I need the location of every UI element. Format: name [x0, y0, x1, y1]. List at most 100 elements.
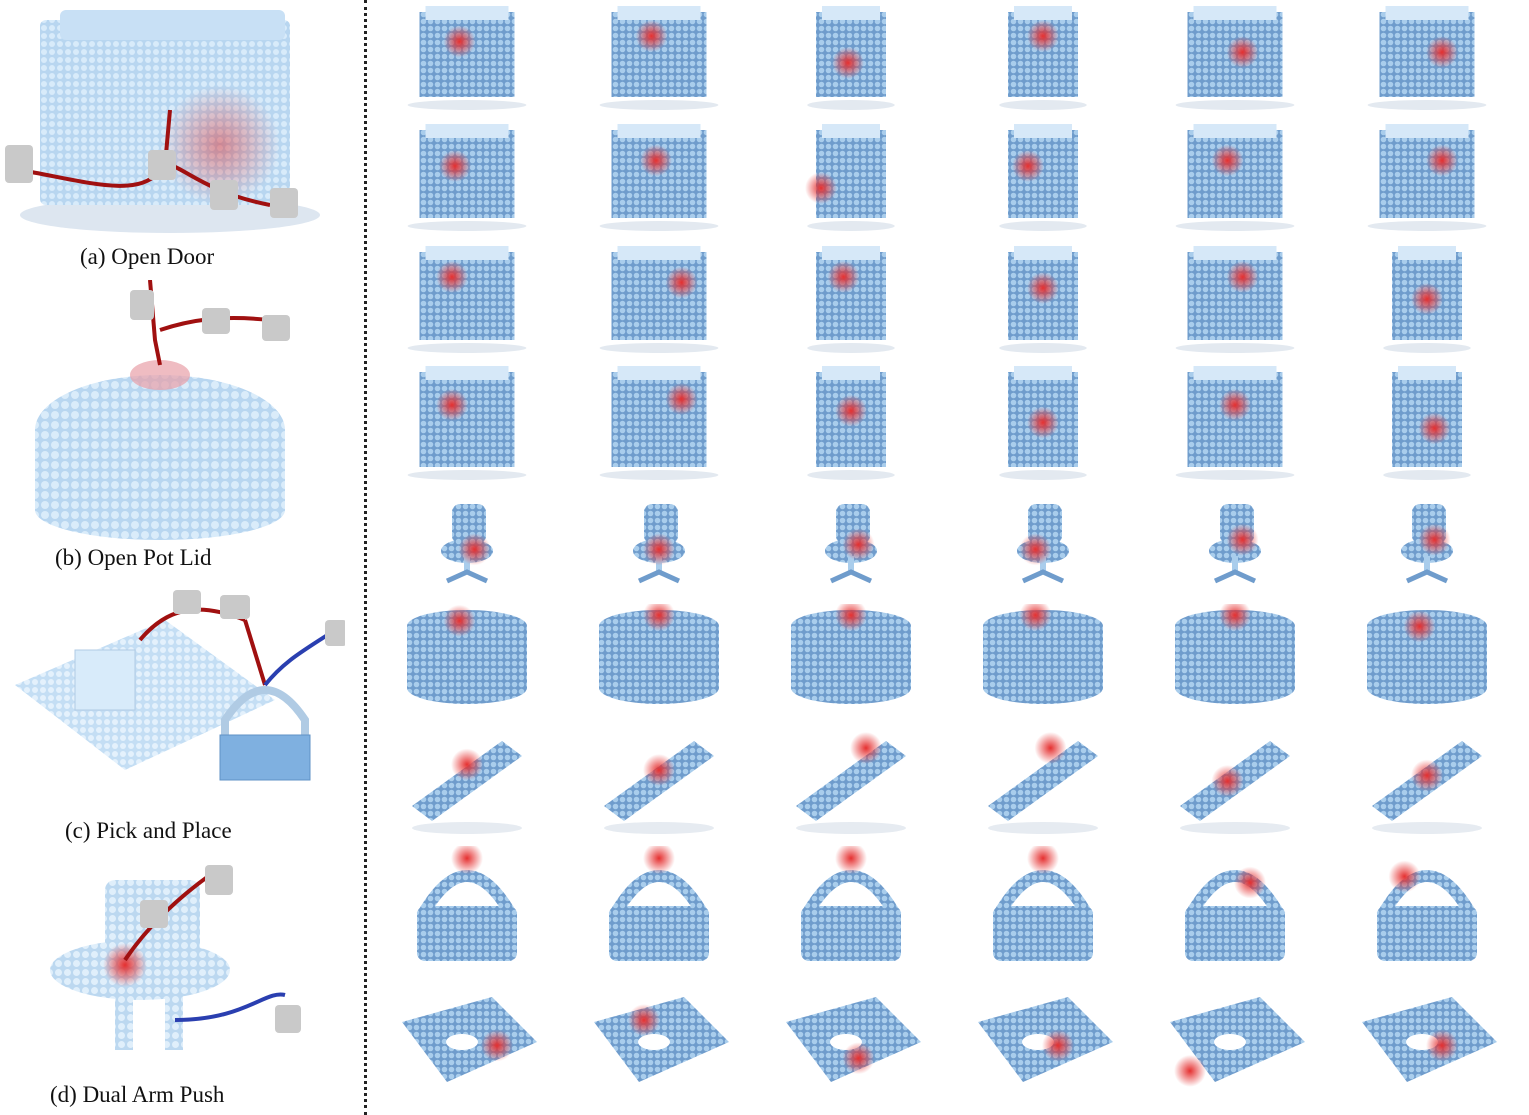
affordance-heat-spot [628, 1004, 660, 1037]
affordance-heat-spot [643, 846, 675, 875]
pointcloud-pot-r6c6 [1352, 604, 1502, 716]
affordance-heat-spot [443, 25, 476, 58]
pointcloud-chair-r5c2 [584, 496, 734, 593]
pointcloud-stapler-r7c6 [1352, 726, 1502, 836]
affordance-heat-spot [436, 261, 468, 293]
pointcloud-cabinet-drawer-r4c2 [584, 364, 734, 481]
affordance-heat-spot [842, 1042, 875, 1075]
dual-arm-push-illustration [45, 860, 335, 1075]
pointcloud-pot-r6c5 [1160, 604, 1310, 716]
pointcloud-cabinet-drawer-r4c4 [968, 364, 1118, 481]
task-caption-a: (a) Open Door [80, 244, 215, 269]
affordance-heat-spot [1426, 1029, 1458, 1062]
affordance-heat-spot [1226, 261, 1259, 293]
open-pot-lid-illustration [30, 280, 320, 540]
affordance-heat-spot [640, 144, 672, 177]
pointcloud-handle-r8c5 [1160, 846, 1310, 968]
affordance-heat-spot [1211, 144, 1244, 177]
affordance-heat-spot [850, 732, 882, 764]
affordance-heat-spot [643, 754, 675, 786]
affordance-heat-spot [1226, 523, 1259, 556]
affordance-heat-spot [1174, 1054, 1206, 1087]
affordance-heat-spot [1234, 866, 1266, 899]
affordance-heat-spot [835, 604, 867, 632]
affordance-heat-spot [643, 533, 675, 566]
pointcloud-handle-r8c2 [584, 846, 734, 968]
affordance-heat-spot [1219, 388, 1251, 421]
affordance-heat-spot [665, 266, 698, 299]
affordance-heat-spot [1418, 523, 1451, 556]
pointcloud-cabinet-door-r2c6 [1352, 122, 1502, 232]
affordance-heat-spot [1042, 1029, 1074, 1062]
pointcloud-cabinet-door-r2c1 [392, 122, 542, 232]
pointcloud-cabinet-drawer-r3c4 [968, 244, 1118, 354]
pointcloud-flat-r9c1 [392, 982, 542, 1109]
pointcloud-cabinet-drawer-r4c3 [776, 364, 926, 481]
open-pot-lid-image [35, 280, 290, 540]
pointcloud-stapler-r7c5 [1160, 726, 1310, 836]
affordance-heat-spot [1019, 533, 1052, 566]
pointcloud-cabinet-door-r2c4 [968, 122, 1118, 232]
affordance-heat-spot [436, 388, 468, 421]
pointcloud-handle-r8c3 [776, 846, 926, 968]
pointcloud-cabinet-drawer-r3c1 [392, 244, 542, 354]
affordance-heat-spot [1027, 20, 1059, 53]
affordance-heat-spot [832, 46, 864, 79]
affordance-heat-spot [439, 150, 471, 182]
dual-arm-push-image [50, 865, 301, 1050]
affordance-heat-spot [1027, 272, 1059, 304]
pointcloud-stapler-r7c3 [776, 726, 926, 836]
pointcloud-cabinet-drawer-r4c6 [1352, 364, 1502, 481]
affordance-heat-spot [1012, 150, 1044, 182]
affordance-heat-spot [451, 846, 483, 875]
affordance-heat-spot [835, 394, 867, 427]
affordance-heat-spot [458, 533, 491, 566]
task-caption-c: (c) Pick and Place [65, 818, 232, 843]
affordance-heat-spot [1219, 604, 1251, 632]
pointcloud-handle-r8c1 [392, 846, 542, 968]
affordance-heat-spot [1027, 846, 1059, 875]
pointcloud-chair-r5c1 [392, 496, 542, 593]
pointcloud-chair-r5c6 [1352, 496, 1502, 593]
open-door-image [5, 10, 320, 233]
pointcloud-chair-r5c4 [968, 496, 1118, 593]
pointcloud-flat-r9c6 [1352, 982, 1502, 1109]
pointcloud-flat-r9c3 [776, 982, 926, 1109]
pointcloud-flat-r9c2 [584, 982, 734, 1109]
pick-and-place-illustration [15, 590, 345, 805]
pointcloud-stapler-r7c1 [392, 726, 542, 836]
affordance-grid [372, 0, 1529, 1115]
pointcloud-cabinet-drawer-r3c5 [1160, 244, 1310, 354]
affordance-heat-spot [835, 846, 867, 875]
task-caption-d: (d) Dual Arm Push [50, 1082, 225, 1107]
pointcloud-cabinet-drawer-r3c2 [584, 244, 734, 354]
open-door-illustration [0, 0, 350, 240]
pointcloud-pot-r6c4 [968, 604, 1118, 716]
pointcloud-cabinet-door-r1c6 [1352, 4, 1502, 111]
pointcloud-cabinet-door-r1c2 [584, 4, 734, 111]
pointcloud-cabinet-door-r1c3 [776, 4, 926, 111]
pointcloud-stapler-r7c4 [968, 726, 1118, 836]
pick-and-place-image [15, 590, 345, 781]
affordance-heat-spot [451, 748, 483, 781]
pointcloud-cabinet-door-r2c5 [1160, 122, 1310, 232]
affordance-heat-spot [1211, 765, 1244, 797]
affordance-heat-spot [805, 172, 837, 204]
affordance-heat-spot [1019, 604, 1052, 632]
affordance-heat-spot [1226, 36, 1259, 69]
pointcloud-pot-r6c1 [392, 604, 542, 716]
task-caption-b: (b) Open Pot Lid [55, 545, 212, 570]
affordance-heat-spot [1403, 610, 1436, 643]
pointcloud-cabinet-drawer-r4c5 [1160, 364, 1310, 481]
affordance-heat-spot [1411, 283, 1443, 315]
affordance-heat-spot [1027, 406, 1059, 439]
affordance-heat-spot [665, 383, 698, 416]
pointcloud-handle-r8c6 [1352, 846, 1502, 968]
pointcloud-cabinet-door-r2c3 [776, 122, 926, 232]
affordance-heat-spot [1426, 144, 1458, 177]
affordance-heat-spot [842, 528, 875, 561]
affordance-heat-spot [635, 20, 668, 53]
affordance-heat-spot [1034, 732, 1067, 764]
affordance-heat-spot [1388, 860, 1421, 893]
task-illustrations: (a) Open Door (b) Open Pot Lid [0, 0, 350, 1115]
